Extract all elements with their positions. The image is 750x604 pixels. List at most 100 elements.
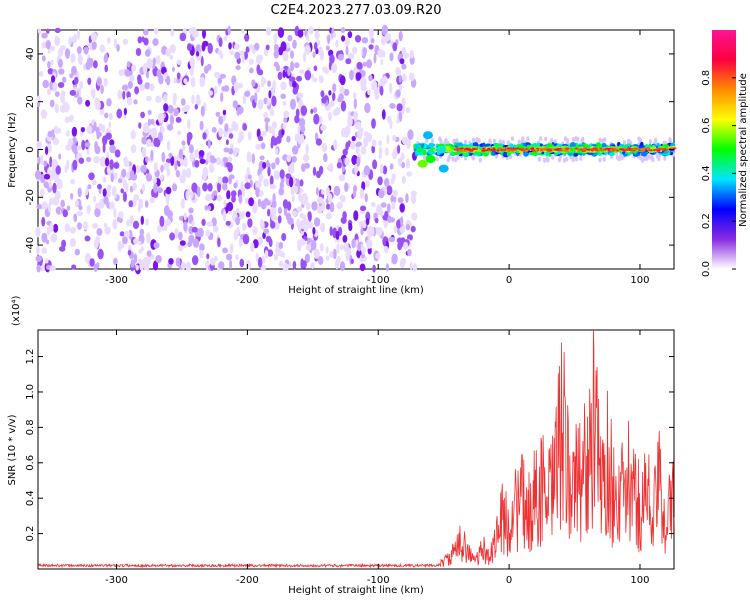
spectrogram-noise-cell <box>345 250 350 262</box>
spectrogram-noise-cell <box>221 86 226 92</box>
spectrogram-band-cell <box>525 149 529 152</box>
spectrogram-noise-cell <box>176 72 181 80</box>
spectrogram-noise-cell <box>344 157 350 166</box>
spectrogram-noise-cell <box>344 182 349 193</box>
spectrogram-noise-cell <box>268 90 272 99</box>
spectrogram-noise-cell <box>227 25 231 36</box>
spectrogram-noise-cell <box>69 226 77 234</box>
snr-xtick-label: 100 <box>630 575 649 586</box>
spectrogram-noise-cell <box>248 197 255 207</box>
spectrogram-noise-cell <box>130 259 135 268</box>
spectrogram-noise-cell <box>126 61 131 68</box>
spectrogram-noise-cell <box>60 45 66 51</box>
spectrogram-noise-cell <box>194 104 198 110</box>
spectrogram-noise-cell <box>122 90 126 100</box>
spectrogram-noise-cell <box>137 202 141 213</box>
spectrogram-noise-cell <box>119 231 125 237</box>
spectrogram-noise-cell <box>351 135 356 142</box>
spectrogram-band-cell <box>428 151 436 155</box>
spectrogram-noise-cell <box>239 50 245 56</box>
spectrogram-noise-cell <box>299 69 305 75</box>
spectrogram-noise-cell <box>296 206 303 213</box>
spectrogram-noise-cell <box>69 114 74 123</box>
spectrogram-noise-cell <box>261 130 267 137</box>
spectrogram-band-cell <box>517 145 523 149</box>
spectrogram-noise-cell <box>387 215 392 223</box>
spectrogram-band-cell <box>586 148 591 151</box>
spectrogram-noise-cell <box>190 191 194 199</box>
spectrogram-noise-cell <box>44 258 49 264</box>
spectrogram-noise-cell <box>178 148 184 159</box>
spectrogram-noise-cell <box>183 221 188 232</box>
spectrogram-noise-cell <box>85 156 92 163</box>
spectrogram-noise-cell <box>218 127 223 138</box>
spectrogram-noise-cell <box>308 211 312 222</box>
spectrogram-noise-cell <box>137 78 143 85</box>
spectrogram-noise-cell <box>229 243 234 254</box>
spectrogram-band-cell <box>571 157 575 163</box>
spectrogram-noise-cell <box>411 212 418 221</box>
spectrogram-noise-cell <box>73 213 78 223</box>
spectrogram-noise-cell <box>169 232 176 241</box>
spectrogram-noise-cell <box>216 157 221 166</box>
spectrogram-noise-cell <box>365 218 370 226</box>
spectrogram-noise-cell <box>391 201 396 210</box>
spectrogram-noise-cell <box>49 99 55 108</box>
spectrogram-noise-cell <box>357 242 361 252</box>
spectrogram-noise-cell <box>381 109 386 120</box>
spectrogram-noise-cell <box>127 80 133 89</box>
spectrogram-noise-cell <box>96 133 100 140</box>
spectrogram-noise-cell <box>235 216 241 226</box>
spectrogram-band-cell <box>590 148 595 151</box>
spectrogram-noise-cell <box>257 198 262 207</box>
spectrogram-noise-cell <box>245 259 251 271</box>
spectrogram-noise-cell <box>356 61 363 70</box>
spectrogram-noise-cell <box>86 204 91 214</box>
spectrogram-noise-cell <box>66 130 70 137</box>
spectrogram-noise-cell <box>166 209 173 219</box>
spectrogram-noise-cell <box>281 128 285 136</box>
spectrogram-noise-cell <box>206 63 212 71</box>
spectrogram-band-cell <box>564 149 569 152</box>
spectrogram-noise-cell <box>109 139 115 147</box>
spectrogram-noise-cell <box>173 77 177 84</box>
spectrogram-noise-cell <box>306 202 311 211</box>
snr-ytick-label: 0.6 <box>25 455 36 471</box>
spectrogram-noise-cell <box>291 155 297 163</box>
spectrogram-noise-cell <box>52 81 58 92</box>
spectrogram-noise-cell <box>312 107 318 114</box>
spectrogram-band-cell <box>576 150 583 154</box>
spectrogram-noise-cell <box>371 144 376 154</box>
spectrogram-noise-cell <box>47 60 51 69</box>
spectrogram-noise-cell <box>292 80 297 88</box>
spectrogram-band-cell <box>531 147 535 150</box>
spectrogram-noise-cell <box>273 44 279 52</box>
spectrogram-band-cell <box>640 158 644 163</box>
spectrogram-band-cell <box>638 137 642 143</box>
spectrogram-noise-cell <box>102 142 106 154</box>
spectrogram-noise-cell <box>228 133 234 139</box>
spectrogram-noise-cell <box>143 122 150 134</box>
spectrogram-noise-cell <box>247 174 252 180</box>
spectrogram-noise-cell <box>43 181 49 189</box>
spectrogram-noise-cell <box>189 57 195 68</box>
spectrogram-noise-cell <box>316 206 323 214</box>
snr-ytick-label: 0.4 <box>25 490 36 506</box>
spectrogram-band-cell <box>536 142 541 147</box>
spectrogram-noise-cell <box>377 176 383 186</box>
spectrogram-band-cell <box>521 137 525 142</box>
spectrogram-noise-cell <box>372 159 378 170</box>
spectrogram-ytick-label: 0 <box>25 146 36 152</box>
spectrogram-noise-cell <box>189 66 194 77</box>
spectrogram-band-cell <box>637 148 641 151</box>
spectrogram-band-cell <box>523 152 529 157</box>
spectrogram-noise-cell <box>113 38 118 49</box>
spectrogram-noise-cell <box>340 127 347 138</box>
spectrogram-noise-cell <box>352 46 358 55</box>
spectrogram-band-cell <box>488 138 492 144</box>
spectrogram-noise-cell <box>126 171 131 180</box>
spectrogram-band-cell <box>641 149 646 152</box>
spectrogram-noise-cell <box>282 69 286 79</box>
spectrogram-noise-cell <box>368 28 375 39</box>
spectrogram-noise-cell <box>104 112 109 119</box>
